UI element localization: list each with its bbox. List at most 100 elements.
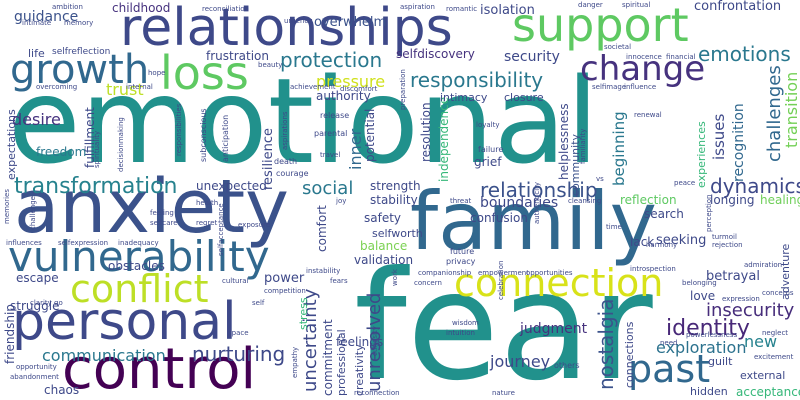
word-grief: grief — [474, 155, 502, 169]
word-responsibilities: responsibilities — [175, 103, 183, 156]
word-feeling: feeling — [150, 209, 174, 217]
word-identity: identity — [666, 316, 750, 341]
word-need: need — [660, 339, 678, 347]
word-emotions: emotions — [698, 42, 791, 66]
word-turmoil: turmoil — [712, 233, 737, 241]
word-space: space — [228, 329, 249, 337]
word-hope: hope — [148, 69, 166, 77]
word-failure: failure — [478, 145, 504, 154]
word-comfort: comfort — [315, 205, 329, 252]
word-exploration: exploration — [656, 338, 747, 357]
word-experiences: experiences — [695, 121, 708, 188]
word-pressure: pressure — [316, 72, 386, 91]
word-power: power — [264, 271, 305, 286]
word-validation: validation — [354, 253, 414, 267]
word-transformation: transformation — [14, 174, 178, 199]
word-achievement: achievement — [290, 83, 336, 91]
word-independence: independence — [437, 96, 451, 182]
word-introspection: introspection — [630, 265, 676, 273]
word-safety: safety — [364, 211, 402, 225]
word-hidden: hidden — [690, 385, 728, 398]
word-confrontation: confrontation — [694, 0, 782, 14]
word-wisdom: wisdom — [452, 319, 479, 327]
word-closure: closure — [504, 91, 544, 104]
word-love: love — [690, 289, 716, 303]
word-fear: fear — [354, 240, 653, 400]
word-work: work — [391, 269, 399, 286]
word-family: family — [410, 175, 657, 268]
word-release: release — [320, 111, 350, 120]
word-recognition: recognition — [731, 103, 747, 182]
word-social: social — [302, 178, 354, 199]
word-isolation: isolation — [480, 3, 535, 18]
word-exposure: exposure — [238, 221, 271, 229]
word-others: others — [554, 361, 580, 370]
word-loyalty: loyalty — [476, 121, 500, 129]
word-reflection: reflection — [620, 193, 677, 207]
word-opportunity: opportunity — [16, 363, 57, 371]
word-trust: trust — [106, 80, 144, 99]
word-admiration: admiration — [744, 261, 783, 269]
word-personal: personal — [12, 292, 237, 352]
word-urgency: urgency — [284, 17, 313, 25]
word-anxiety: anxiety — [14, 164, 289, 250]
word-regret: regret — [196, 219, 218, 227]
word-self: self — [252, 299, 265, 307]
word-companionship: companionship — [418, 269, 472, 277]
word-life: life — [28, 47, 45, 60]
word-rejection: rejection — [712, 241, 743, 249]
word-belonging: belonging — [682, 279, 717, 287]
word-expectations: expectations — [5, 109, 18, 180]
word-harmony: harmony — [646, 241, 678, 249]
word-privacy: privacy — [446, 257, 476, 266]
word-travel: travel — [320, 151, 341, 159]
word-seeking: seeking — [656, 233, 707, 248]
word-opportunities: opportunities — [526, 269, 573, 277]
word-aspirations: aspirations — [281, 111, 289, 150]
word-vs: vs — [596, 175, 604, 183]
word-danger: danger — [578, 1, 603, 9]
word-powerlessness: powerlessness — [686, 331, 738, 339]
word-spiritual: spiritual — [622, 1, 651, 9]
word-concern: concern — [414, 279, 442, 287]
word-resolution: resolution — [419, 102, 433, 162]
word-dynamics: dynamics — [710, 174, 800, 198]
word-decisionmaking: decisionmaking — [117, 117, 125, 172]
word-obstacles: obstacles — [108, 259, 165, 273]
word-authority: authority — [316, 89, 371, 103]
word-anticipation: anticipation — [221, 114, 230, 162]
word-healing: healing — [760, 193, 800, 207]
word-beginning: beginning — [610, 111, 628, 186]
word-guilt: guilt — [708, 355, 733, 368]
word-transition: transition — [782, 71, 800, 148]
word-innocence: innocence — [626, 53, 662, 61]
word-peace: peace — [674, 179, 696, 187]
word-judgment: judgment — [520, 321, 588, 337]
word-fears: fears — [330, 277, 348, 285]
word-parental: parental — [314, 129, 348, 138]
word-romantic: romantic — [446, 5, 478, 13]
word-go: go — [54, 299, 63, 307]
word-insecurity: insecurity — [706, 300, 795, 321]
word-nature: nature — [492, 389, 515, 397]
word-balance: balance — [360, 239, 408, 253]
word-issues: issues — [710, 113, 728, 160]
word-conflict: conflict — [70, 267, 209, 311]
word-subconscious: subconscious — [199, 108, 208, 162]
word-stability: stability — [370, 193, 418, 207]
word-discomfort: discomfort — [340, 85, 378, 93]
word-guidance: guidance — [14, 9, 79, 25]
word-reconnection: reconnection — [354, 389, 400, 397]
word-clarity: clarity — [30, 299, 52, 307]
word-overcoming: overcoming — [36, 83, 78, 91]
word-curiosity: curiosity — [371, 326, 379, 356]
word-frustration: frustration — [206, 49, 269, 63]
word-excitement: excitement — [754, 353, 794, 361]
word-intimacy: intimacy — [440, 91, 488, 104]
word-intuition: intuition — [446, 329, 475, 337]
word-spirituality: spirituality — [93, 130, 101, 168]
word-relationships: relationships — [120, 0, 453, 58]
word-freedom: freedom — [36, 145, 87, 159]
word-lack: lack — [630, 235, 655, 249]
